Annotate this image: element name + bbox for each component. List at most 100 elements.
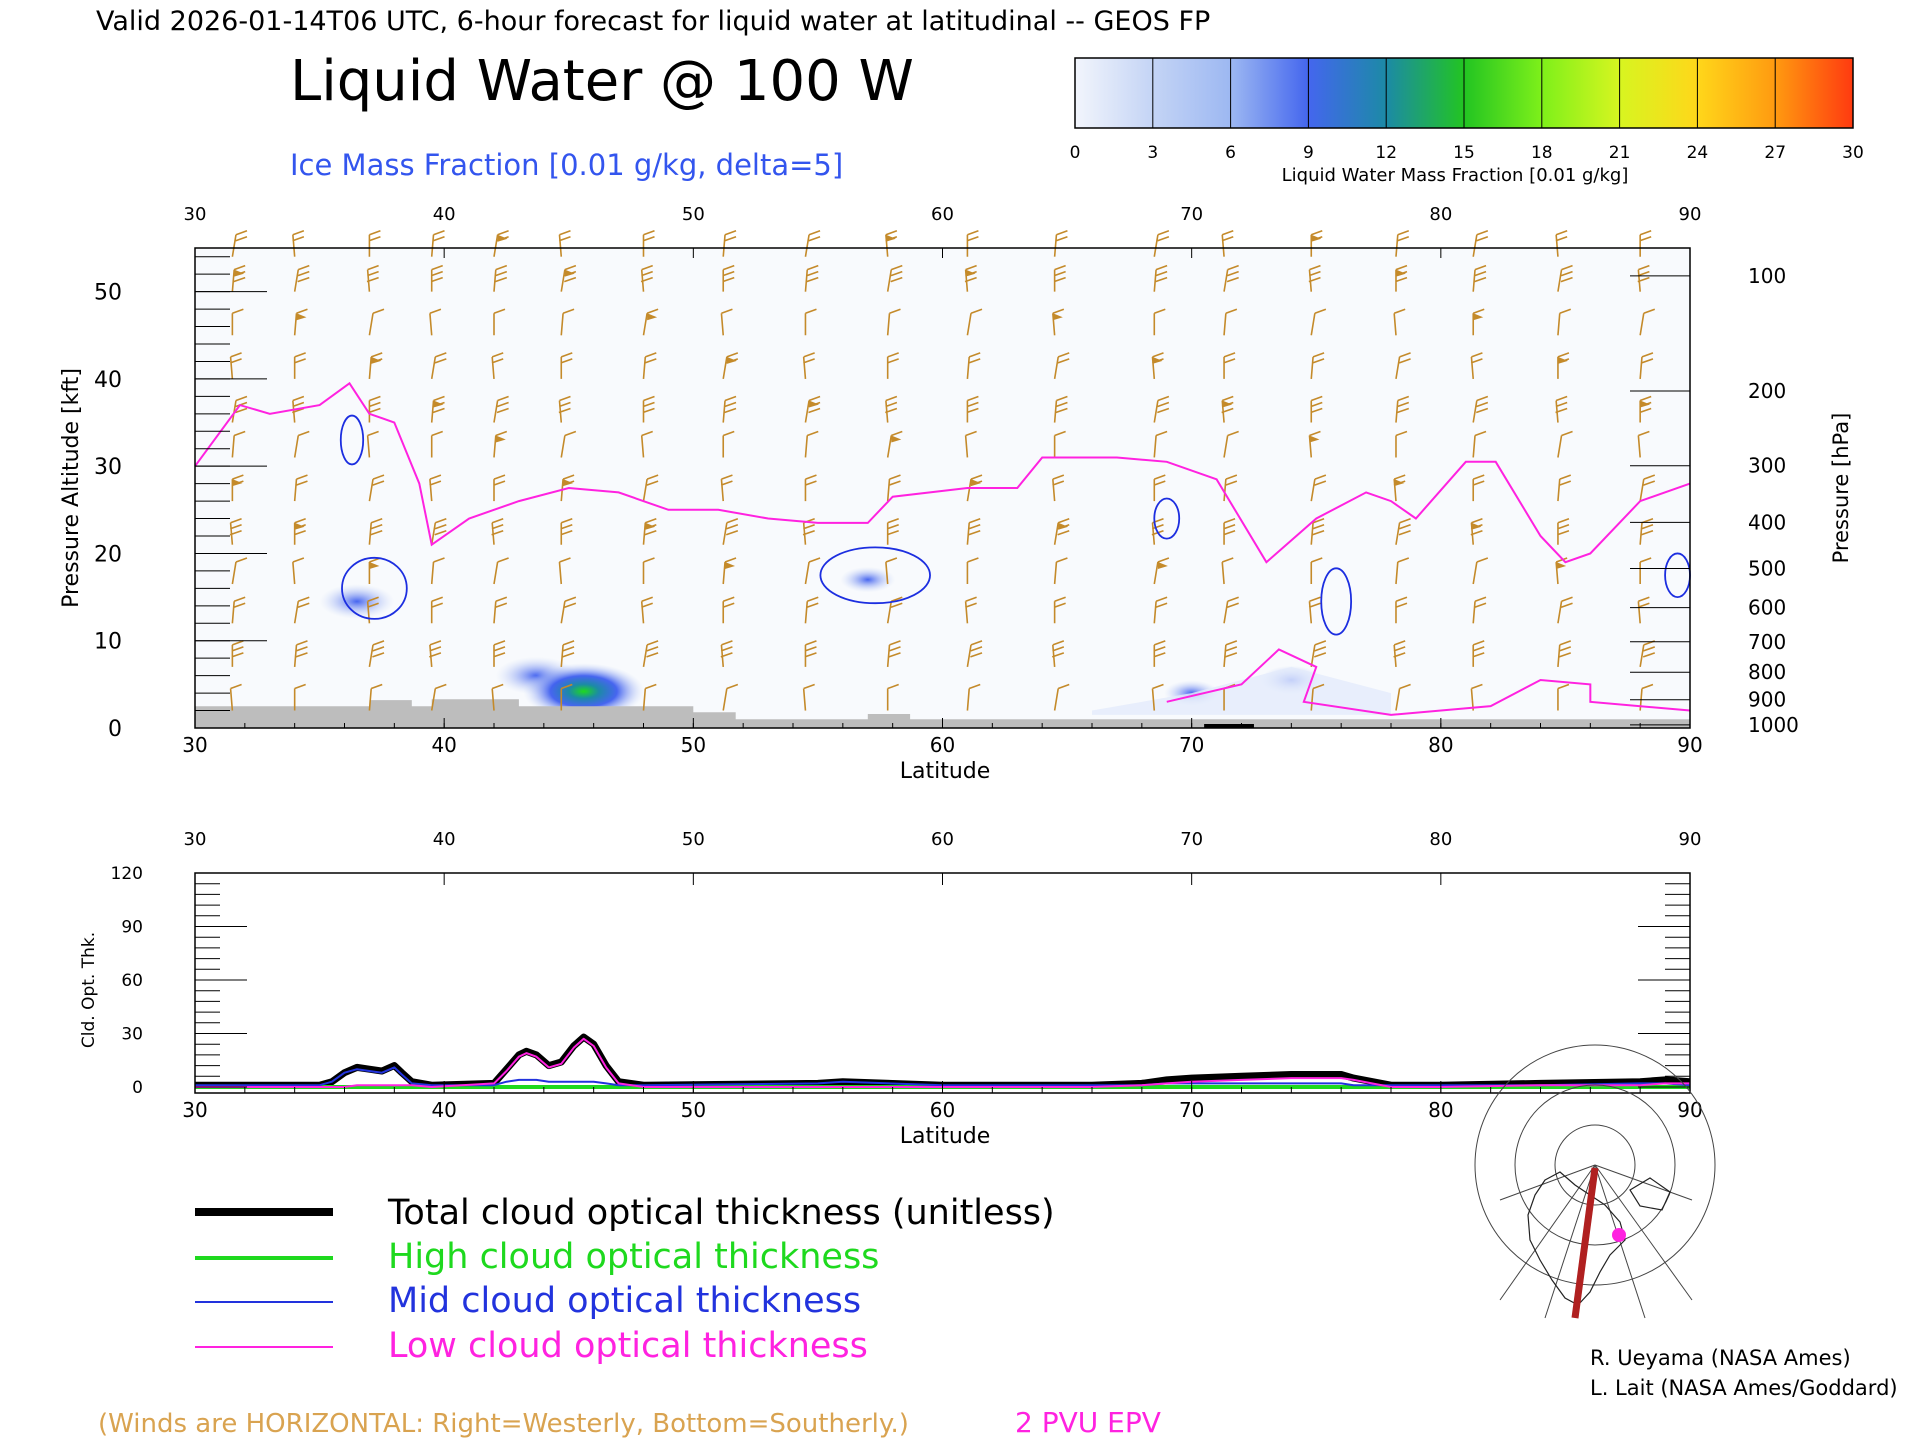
wind-barb: [640, 430, 653, 458]
wind-barb: [293, 640, 308, 667]
lower-y-axis-label: Cld. Opt. Thk.: [79, 932, 99, 1048]
upper-x-tick-label: 40: [431, 733, 456, 757]
wind-barb: [722, 683, 739, 711]
wind-pennant: [1471, 522, 1482, 530]
credit-line-1: R. Ueyama (NASA Ames): [1590, 1346, 1851, 1370]
legend: Total cloud optical thickness (unitless)…: [195, 1193, 1055, 1366]
wind-barb: [1395, 264, 1408, 292]
wind-barb: [885, 557, 898, 585]
wind-barb: [429, 640, 442, 667]
wind-barb: [1223, 640, 1238, 667]
liquid-water-blob: [319, 583, 395, 619]
wind-barb: [1637, 596, 1650, 624]
wind-pennant: [1152, 356, 1163, 364]
wind-barb: [804, 557, 821, 585]
colorbar-tick-label: 9: [1303, 143, 1314, 163]
wind-barb: [966, 308, 983, 336]
pressure-tick-label: 800: [1748, 660, 1786, 684]
wind-barb: [1639, 557, 1652, 584]
wind-barb: [1557, 596, 1573, 624]
wind-pennant: [1157, 562, 1168, 569]
ice-contour: [1320, 567, 1353, 636]
wind-pennant: [1222, 400, 1233, 408]
wind-barb: [292, 557, 305, 585]
wind-barb: [1472, 474, 1485, 502]
wind-barb: [231, 229, 248, 257]
wind-pennant: [1473, 313, 1484, 321]
wind-barb: [493, 596, 508, 624]
wind-barb: [1308, 264, 1321, 292]
upper-y-tick-label: 50: [94, 281, 122, 306]
wind-barb: [293, 683, 306, 711]
wind-barb: [804, 474, 817, 502]
wind-barb: [1557, 474, 1572, 502]
wind-pennant: [971, 479, 982, 487]
wind-pennant: [885, 234, 896, 242]
upper-x-axis-label: Latitude: [900, 759, 991, 784]
wind-barb: [229, 683, 242, 711]
lower-x-tick-label-top: 60: [931, 829, 954, 850]
wind-barb: [1053, 557, 1068, 585]
wind-pennant: [1640, 400, 1651, 408]
wind-barb: [231, 557, 248, 585]
wind-barb: [885, 395, 898, 423]
wind-barb: [1395, 395, 1410, 423]
wind-barb: [1395, 557, 1410, 585]
colorbar-label: Liquid Water Mass Fraction [0.01 g/kg]: [1282, 165, 1629, 186]
wind-barb: [366, 596, 379, 624]
wind-barb: [642, 229, 655, 257]
ice-contour: [341, 556, 408, 620]
wind-barb: [1310, 683, 1325, 711]
wind-barb: [966, 229, 979, 257]
wind-barb: [558, 557, 571, 585]
colorbar-tick-label: 21: [1609, 143, 1631, 163]
wind-barb: [493, 474, 506, 502]
wind-barb: [804, 640, 817, 667]
wind-barb: [1223, 264, 1239, 292]
upper-x-tick-label: 30: [182, 733, 207, 757]
wind-barb: [293, 430, 310, 458]
lower-x-tick-label-top: 30: [184, 829, 207, 850]
upper-y-axis-label: Pressure Altitude [kft]: [59, 368, 84, 608]
colorbar-tick-label: 27: [1764, 143, 1786, 163]
upper-y-tick-label: 0: [108, 717, 122, 742]
pressure-tick-label: 600: [1748, 596, 1786, 620]
wind-barb: [720, 308, 733, 336]
wind-barb: [1393, 308, 1406, 336]
upper-x-tick-label: 60: [930, 733, 955, 757]
upper-x-tick-label-top: 80: [1429, 204, 1452, 225]
wind-pennant: [647, 313, 658, 321]
upper-x-tick-label-top: 60: [931, 204, 954, 225]
chart-subtitle: Ice Mass Fraction [0.01 g/kg, delta=5]: [290, 148, 843, 182]
lower-x-tick-label: 70: [1179, 1098, 1204, 1122]
wind-barb: [1472, 640, 1485, 667]
colorbar: 0 3 6 9 12 15 18 21 24 27 30: [1070, 57, 1864, 163]
wind-barb: [1153, 474, 1166, 502]
upper-x-tick-label: 90: [1677, 733, 1702, 757]
wind-barb: [491, 517, 504, 545]
wind-barb: [493, 640, 506, 667]
wind-barb: [1153, 640, 1166, 667]
chart-title: Liquid Water @ 100 W: [290, 49, 914, 114]
pressure-tick-label: 700: [1748, 630, 1786, 654]
wind-pennant: [495, 435, 506, 443]
terrain: [195, 699, 1690, 728]
colorbar-tick-label: 6: [1225, 143, 1236, 163]
wind-barb: [1395, 229, 1410, 257]
colorbar-tick-label: 30: [1842, 143, 1864, 163]
wind-barb: [430, 229, 445, 257]
terrain-profile: [195, 699, 1690, 728]
wind-barb: [802, 683, 815, 711]
wind-barb: [368, 395, 381, 423]
colorbar-tick-label: 3: [1147, 143, 1158, 163]
wind-barb: [430, 517, 447, 545]
wind-barb: [368, 474, 385, 502]
wind-barb: [429, 308, 442, 336]
pressure-axis-label: Pressure [hPa]: [1829, 413, 1853, 564]
wind-barb: [1393, 640, 1406, 667]
wind-pennant: [809, 400, 820, 408]
wind-barb: [560, 683, 573, 711]
lower-y-tick-label: 30: [121, 1025, 143, 1045]
wind-pennant: [645, 522, 656, 530]
liquid-water-blob: [840, 566, 896, 593]
